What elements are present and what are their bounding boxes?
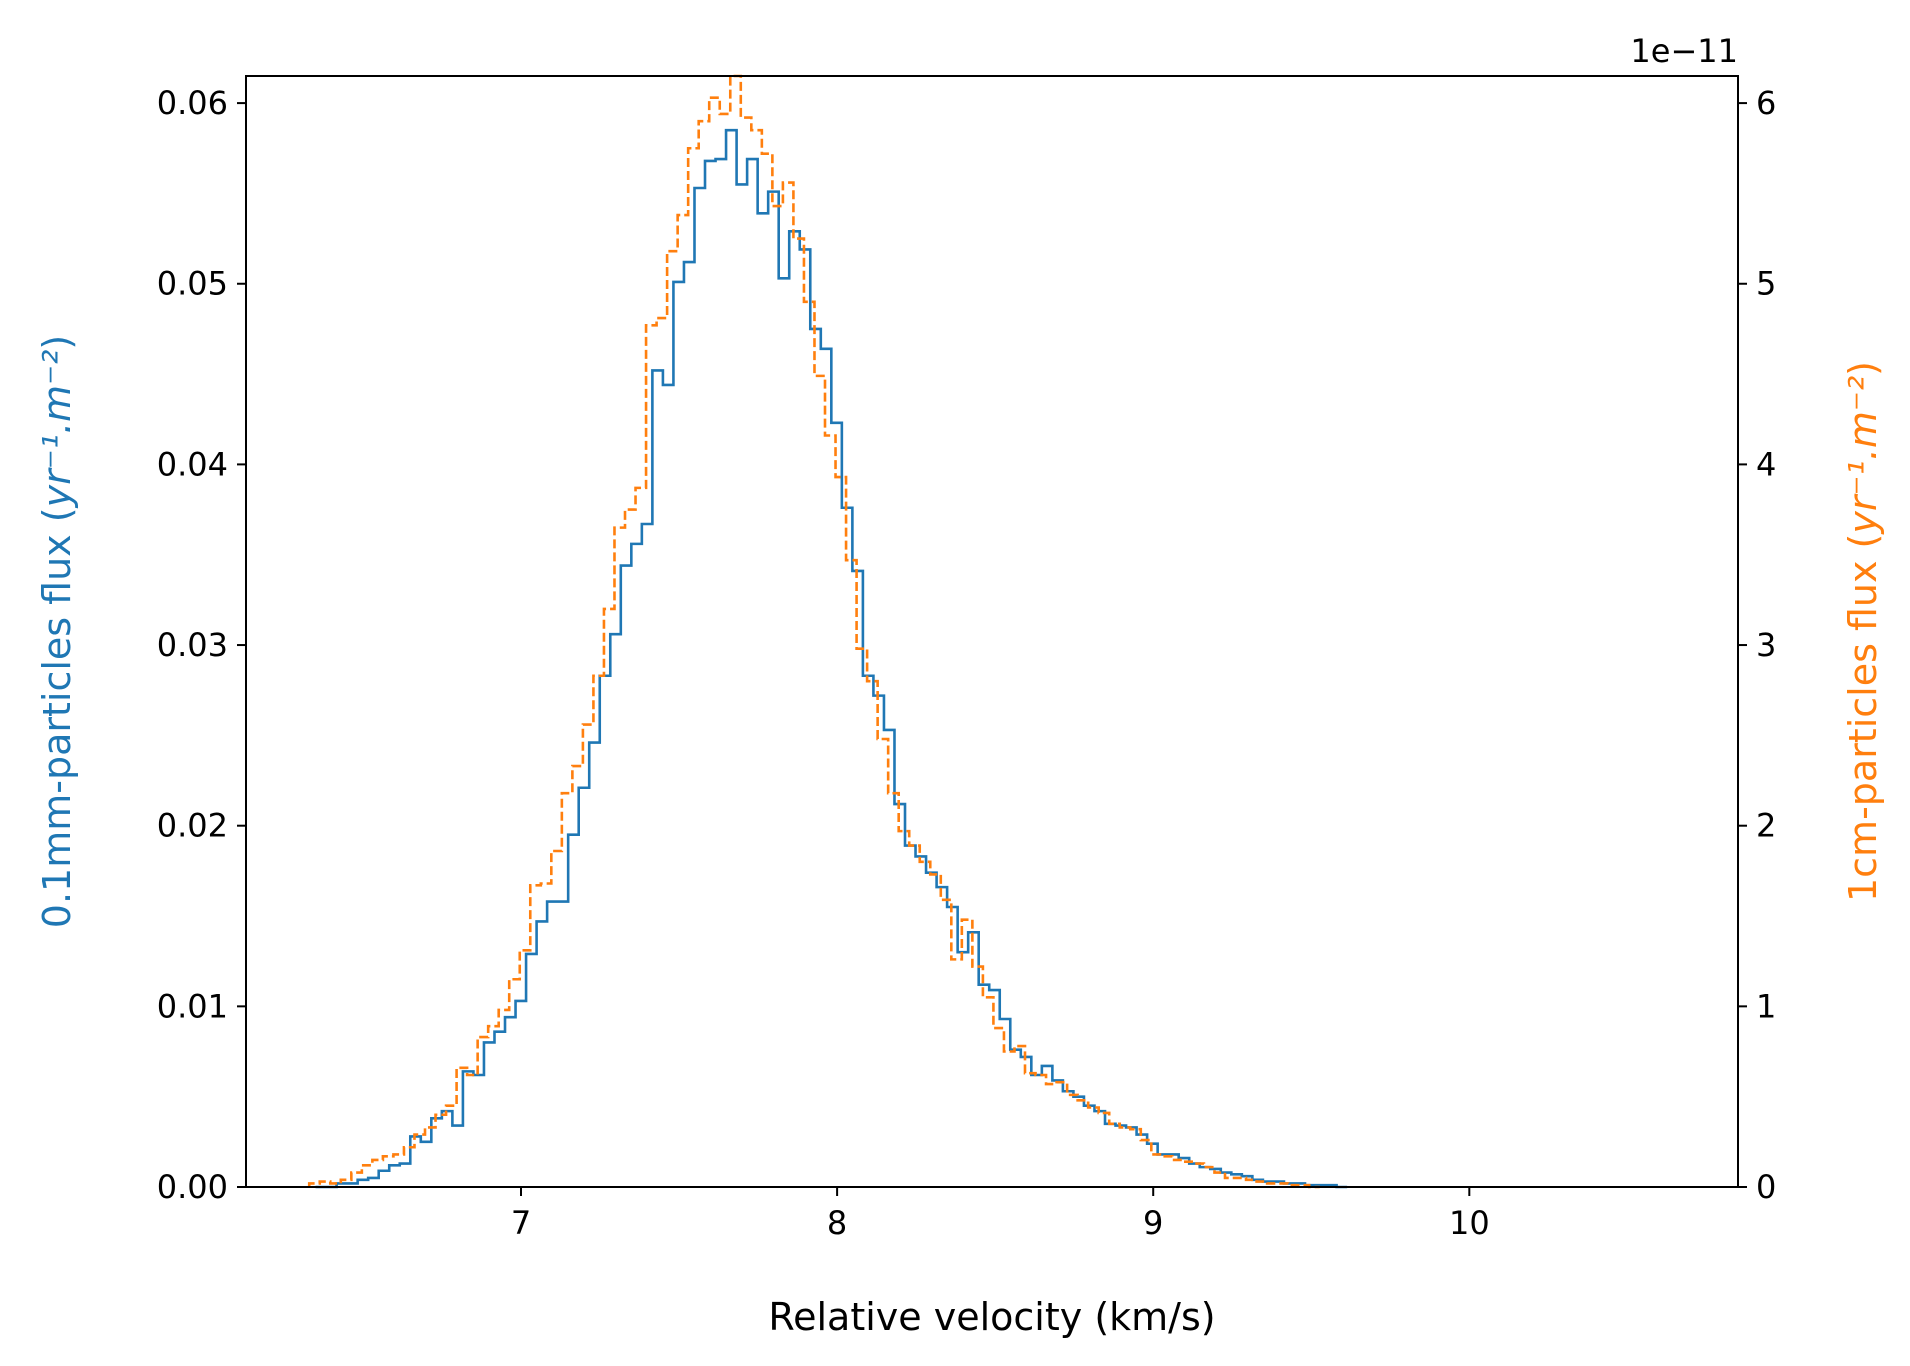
plot-frame	[245, 75, 1739, 1188]
y-left-tick-label: 0.04	[157, 445, 228, 483]
x-tick-label: 10	[1449, 1204, 1490, 1242]
y-right-label-suffix: )	[1841, 361, 1885, 376]
y-left-axis-label: 0.1mm-particles flux (yr⁻¹.m⁻²)	[35, 335, 79, 928]
y-left-label-math: yr⁻¹.m⁻²	[35, 350, 79, 509]
y-right-label-prefix: 1cm-particles flux (	[1841, 534, 1885, 902]
y-left-label-prefix: 0.1mm-particles flux (	[35, 507, 79, 928]
x-tick-label: 7	[511, 1204, 531, 1242]
x-tick-label: 9	[1143, 1204, 1163, 1242]
y-right-tick-label: 3	[1756, 626, 1776, 664]
y-right-tick-label: 4	[1756, 445, 1776, 483]
y-right-tick-label: 6	[1756, 84, 1776, 122]
y-right-tick-label: 1	[1756, 987, 1776, 1025]
ticks-layer: 7 8 9 10 0.00 0.01 0.02 0.03 0.04 0.05 0.06 0 1 2 3 4 5 6	[157, 84, 1777, 1242]
y-left-tick-label: 0.01	[157, 987, 228, 1025]
y-left-tick-label: 0.00	[157, 1168, 228, 1206]
series-step-line-right	[307, 74, 1320, 1189]
y-right-axis-label: 1cm-particles flux (yr⁻¹.m⁻²)	[1841, 361, 1885, 902]
y-right-offset-text: 1e−11	[1630, 32, 1738, 70]
y-left-label-suffix: )	[35, 335, 79, 350]
y-left-axis-label-group: 0.1mm-particles flux (yr⁻¹.m⁻²)	[35, 335, 79, 928]
y-left-tick-label: 0.03	[157, 626, 228, 664]
series-layer	[307, 74, 1348, 1189]
y-left-tick-label: 0.02	[157, 807, 228, 845]
series-step-line-left	[315, 128, 1348, 1189]
y-right-axis-label-group: 1cm-particles flux (yr⁻¹.m⁻²)	[1841, 361, 1885, 902]
y-right-tick-label: 5	[1756, 265, 1776, 303]
y-left-tick-label: 0.06	[157, 84, 228, 122]
y-left-tick-label: 0.05	[157, 265, 228, 303]
x-tick-label: 8	[827, 1204, 847, 1242]
x-axis-label: Relative velocity (km/s)	[768, 1295, 1215, 1339]
y-right-label-math: yr⁻¹.m⁻²	[1841, 376, 1885, 535]
y-right-tick-label: 2	[1756, 807, 1776, 845]
y-right-tick-label: 0	[1756, 1168, 1776, 1206]
